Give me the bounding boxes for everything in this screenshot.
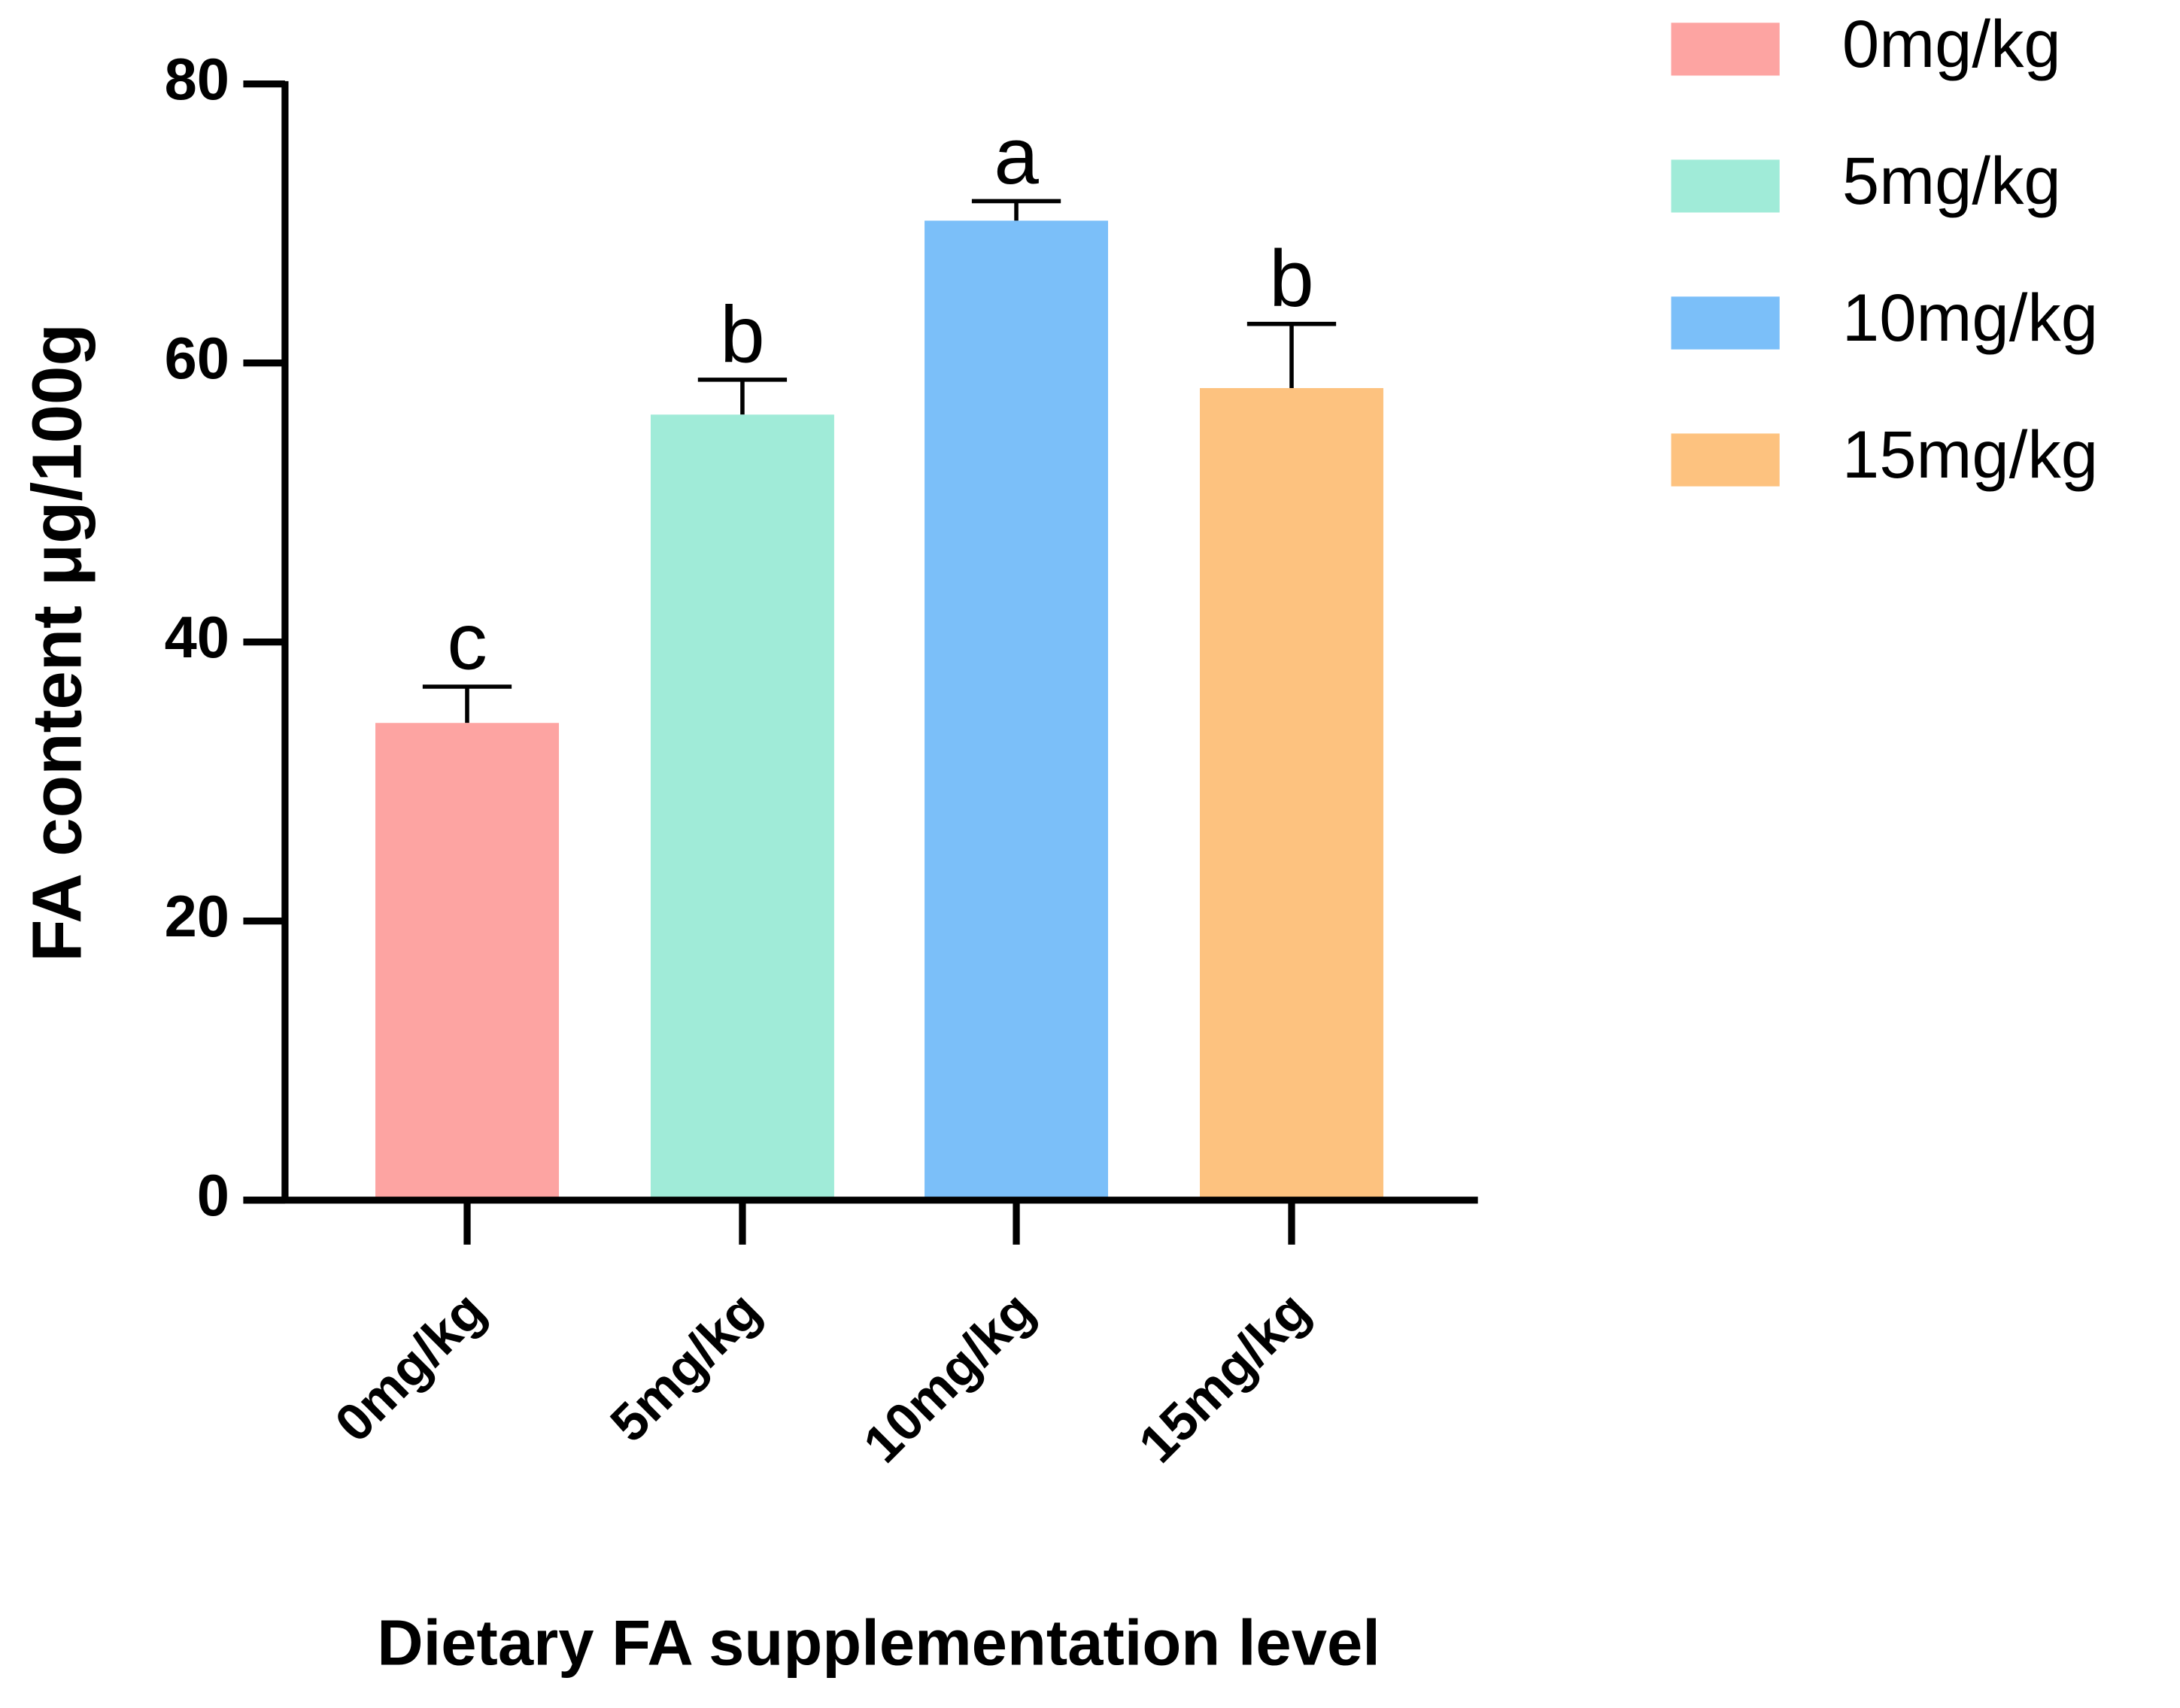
legend-label: 15mg/kg [1842,417,2098,492]
legend-swatch [1671,433,1780,487]
y-tick-label: 0 [197,1163,229,1228]
bar [1200,388,1383,1200]
x-tick-label: 15mg/kg [1127,1280,1320,1473]
significance-label: b [720,289,765,379]
y-tick-label: 20 [165,884,229,949]
x-tick-label: 10mg/kg [852,1280,1045,1473]
significance-label: c [447,596,487,687]
significance-label: b [1269,233,1314,323]
legend-label: 10mg/kg [1842,281,2098,355]
significance-label: a [994,111,1039,201]
y-tick-label: 80 [165,47,229,112]
x-axis-label: Dietary FA supplementation level [377,1607,1380,1679]
bar [375,723,559,1200]
y-tick-label: 40 [165,605,229,670]
legend-label: 0mg/kg [1842,7,2061,81]
legend-swatch [1671,23,1780,76]
y-tick-label: 60 [165,326,229,391]
legend-label: 5mg/kg [1842,144,2061,218]
x-tick-label: 5mg/kg [599,1280,772,1453]
bar [650,414,834,1200]
x-tick-label: 0mg/kg [323,1280,496,1453]
legend-swatch [1671,159,1780,213]
legend-swatch [1671,296,1780,350]
y-axis-label: FA content μg/100g [18,323,96,962]
bar [925,220,1109,1200]
